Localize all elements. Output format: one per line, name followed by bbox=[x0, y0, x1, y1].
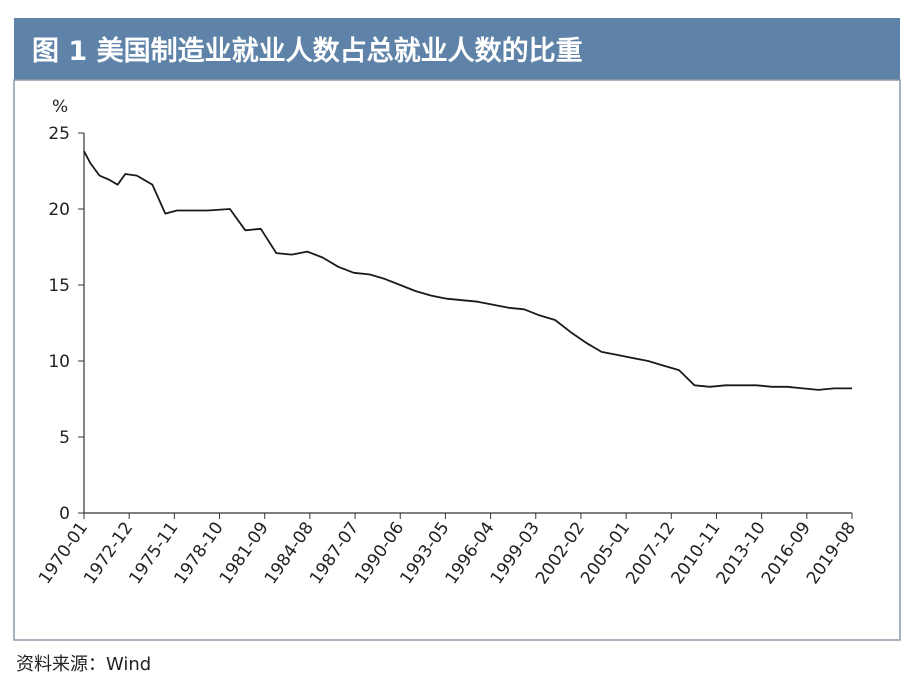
source: 资料来源：Wind bbox=[16, 654, 151, 675]
y-tick-label: 20 bbox=[48, 200, 70, 220]
data-line bbox=[83, 150, 852, 391]
y-tick-label: 10 bbox=[48, 352, 70, 372]
y-tick-label: 5 bbox=[59, 428, 70, 448]
title-bar bbox=[14, 18, 900, 80]
panel-border bbox=[13, 79, 901, 641]
chart-title: 图 1 美国制造业就业人数占总就业人数的比重 bbox=[32, 35, 583, 67]
y-tick-label: 0 bbox=[59, 504, 70, 524]
y-tick-label: 15 bbox=[48, 276, 70, 296]
y-unit: % bbox=[52, 97, 68, 117]
y-tick-label: 25 bbox=[48, 124, 70, 144]
